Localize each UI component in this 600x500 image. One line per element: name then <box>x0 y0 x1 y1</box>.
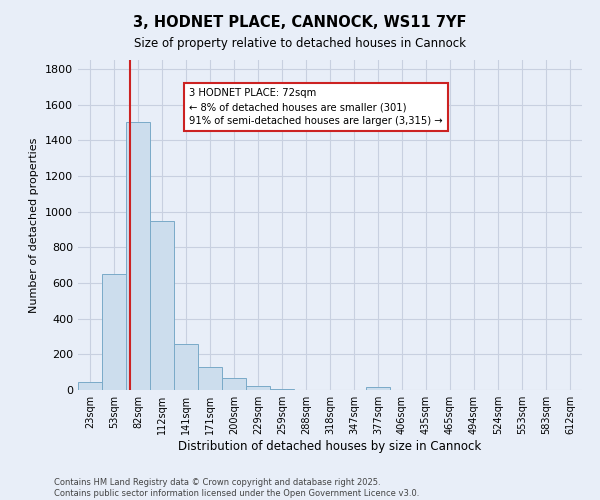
Bar <box>102 274 126 390</box>
Text: 3, HODNET PLACE, CANNOCK, WS11 7YF: 3, HODNET PLACE, CANNOCK, WS11 7YF <box>133 15 467 30</box>
Y-axis label: Number of detached properties: Number of detached properties <box>29 138 40 312</box>
Text: Size of property relative to detached houses in Cannock: Size of property relative to detached ho… <box>134 38 466 51</box>
Bar <box>198 367 222 390</box>
Bar <box>366 388 390 390</box>
Bar <box>150 220 174 390</box>
Bar <box>222 378 246 390</box>
Bar <box>246 386 270 390</box>
Bar <box>78 382 102 390</box>
Text: 3 HODNET PLACE: 72sqm
← 8% of detached houses are smaller (301)
91% of semi-deta: 3 HODNET PLACE: 72sqm ← 8% of detached h… <box>189 88 443 126</box>
Bar <box>174 344 198 390</box>
Bar <box>270 389 294 390</box>
Text: Contains HM Land Registry data © Crown copyright and database right 2025.
Contai: Contains HM Land Registry data © Crown c… <box>54 478 419 498</box>
Bar <box>126 122 150 390</box>
X-axis label: Distribution of detached houses by size in Cannock: Distribution of detached houses by size … <box>178 440 482 453</box>
